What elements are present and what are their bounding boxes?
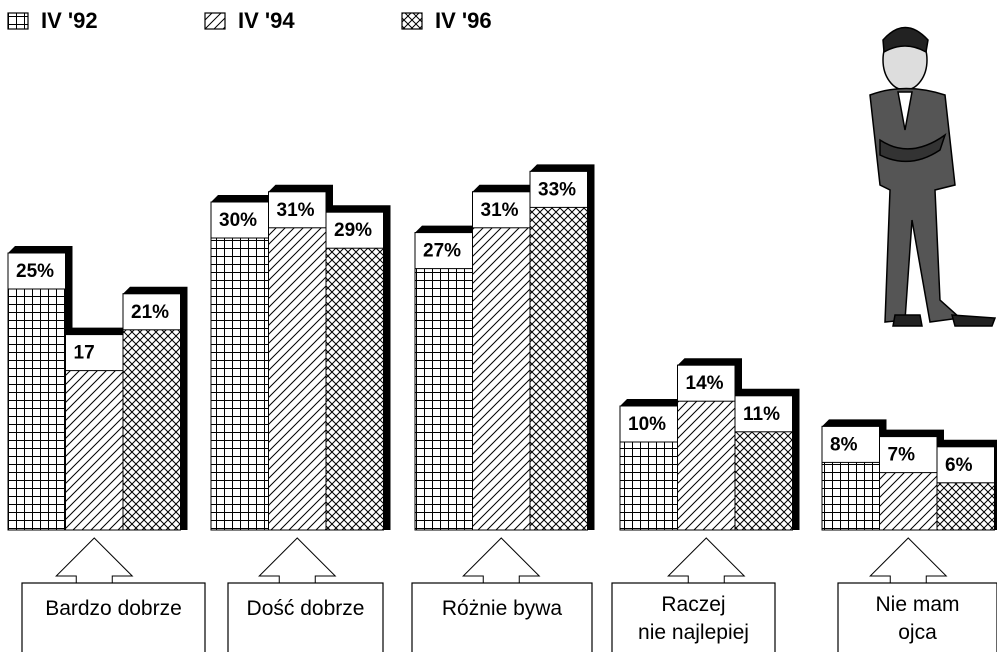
arrow (56, 538, 132, 583)
man-illustration (870, 28, 995, 327)
value-label: 11% (743, 404, 780, 425)
arrow (668, 538, 744, 583)
bar (211, 202, 269, 530)
value-label: 27% (423, 241, 461, 262)
arrow (463, 538, 539, 583)
bar (530, 171, 588, 530)
value-label: 33% (538, 179, 576, 200)
value-label: 31% (481, 200, 519, 221)
category-label: Różnie bywa (442, 597, 563, 620)
legend-label: IV '96 (435, 8, 492, 33)
value-label: 25% (16, 261, 54, 282)
arrow (259, 538, 335, 583)
legend-label: IV '92 (41, 8, 98, 33)
value-label: 31% (277, 200, 315, 221)
value-label: 6% (945, 455, 973, 476)
legend-swatch (205, 13, 225, 29)
bar (326, 212, 384, 530)
bar (415, 233, 473, 530)
legend-label: IV '94 (238, 8, 295, 33)
chart: 25% 17 21% Bardzo dobrze 30% 31% 29% Dość dobrz… (0, 0, 997, 652)
value-label: 10% (628, 414, 666, 435)
value-label: 29% (334, 220, 372, 241)
bar (473, 192, 531, 530)
value-label: 17 (74, 343, 95, 364)
bar (269, 192, 327, 530)
arrow (870, 538, 946, 583)
value-label: 7% (888, 445, 916, 466)
legend-swatch (402, 13, 422, 29)
value-label: 30% (219, 210, 257, 231)
legend-swatch (8, 13, 28, 29)
bar (8, 253, 66, 530)
value-label: 14% (686, 373, 724, 394)
value-label: 21% (131, 302, 169, 323)
category-label: Bardzo dobrze (45, 597, 182, 620)
category-label: Dość dobrze (247, 597, 365, 620)
value-label: 8% (830, 434, 858, 455)
